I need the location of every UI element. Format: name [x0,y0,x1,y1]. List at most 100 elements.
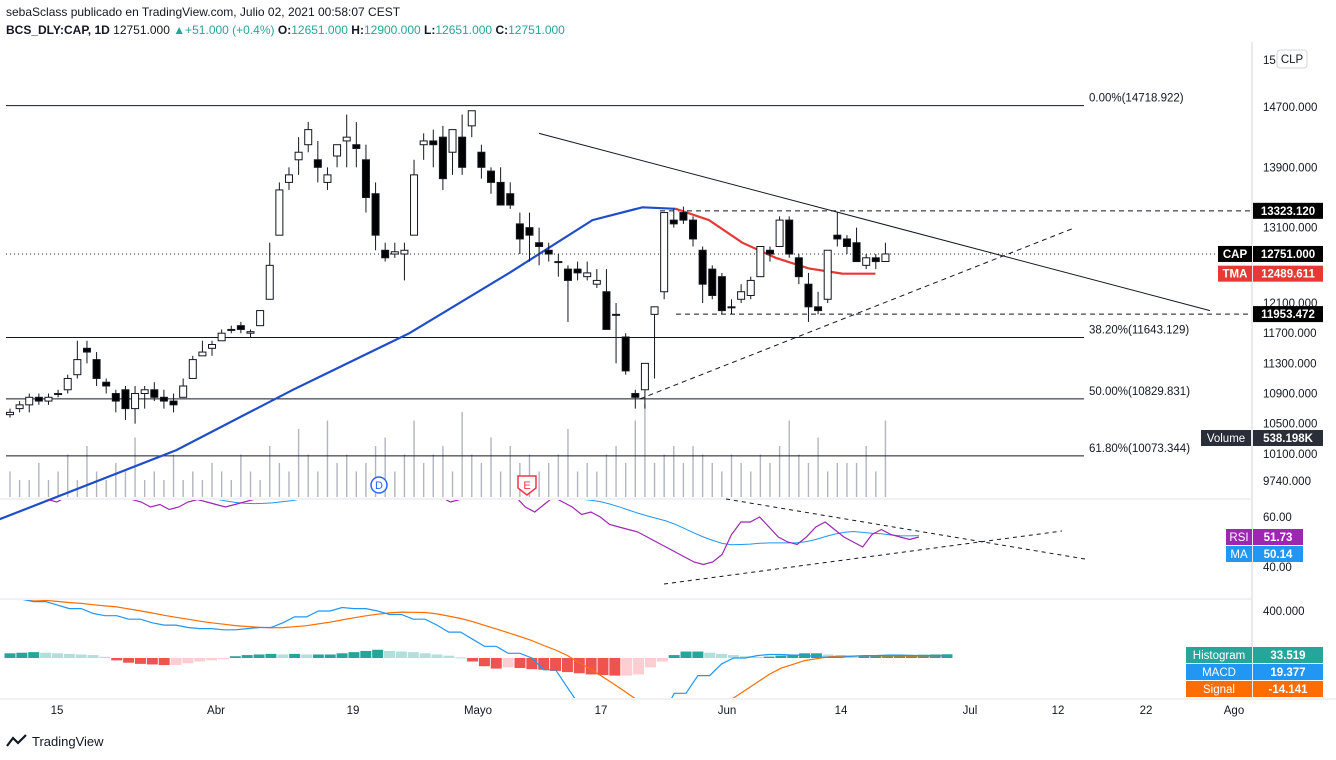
macd-histogram-bar [467,658,479,662]
candle-up [467,110,476,127]
macd-histogram-bar [253,654,265,658]
candle-down [506,193,515,206]
resistance-badge-value: 13323.120 [1261,206,1315,218]
rsi-line [18,500,920,566]
rsi-ma-badge-value: 50.14 [1264,549,1293,561]
candle-up [554,261,563,264]
macd-histogram-bar [455,657,467,659]
cap-tag [1218,245,1252,262]
candle-up [400,249,409,255]
candle-up [583,272,592,278]
rsi-ma-badge [1253,546,1303,562]
fib-level-label: 61.80%(10073.344) [1089,443,1190,455]
candle-down [82,347,91,353]
candle-up [660,212,669,293]
candle-up [25,396,34,406]
time-tick-label: 17 [595,705,608,717]
price-tick-label: 9740.000 [1263,476,1311,488]
macd-histogram-bar [40,652,52,658]
candle-up [727,306,736,309]
tma-badge [1253,265,1323,282]
macd-tag-label: MACD [1202,667,1236,679]
candle-up [63,377,72,391]
macd-histogram-bar [882,655,894,658]
macd-histogram-bar [941,654,953,658]
macd-histogram-bar [51,653,63,658]
support-badge [1253,306,1323,323]
tradingview-footer: TradingView [6,733,104,749]
time-tick-label: Abr [207,705,225,717]
candle-down [496,181,505,206]
candle-down [515,223,524,240]
macd-histogram-bar [894,655,905,658]
cap-badge [1253,245,1323,262]
macd-histogram-bar [870,655,882,658]
dividend-marker-icon [370,476,388,494]
price-tick-label: 10500.000 [1263,419,1317,431]
candle-down [698,249,707,285]
macd-histogram-bar [217,658,229,660]
macd-histogram-bar [692,651,704,658]
macd-histogram-bar [739,656,751,658]
candle-down [669,219,678,225]
candle-up [256,310,265,327]
rsi-ma-line [218,500,919,546]
publisher-line: sebaSclass publicado en TradingView.com,… [6,5,401,19]
macd-histogram-bar [787,654,799,658]
candle-down [361,159,370,198]
candle-up [284,174,293,183]
time-tick-label: Jun [718,705,737,717]
rsi-tag-label: RSI [1229,532,1248,544]
candle-up [756,245,765,278]
signal-badge [1253,681,1323,697]
macd-histogram-bar [573,658,585,674]
macd-histogram-bar [751,656,763,658]
volume-badge [1253,430,1323,446]
volume-tag-label: Volume [1207,433,1245,445]
candle-down [689,219,698,240]
candle-down [34,396,43,402]
candle-up [448,129,457,153]
macd-histogram-bar [478,658,490,667]
macd-histogram-bar [431,654,443,658]
blue-moving-average [0,206,676,521]
macd-histogram-bar [609,658,621,676]
candle-down [429,140,438,146]
candle-up [198,351,207,357]
fib-level-label: 0.00%(14718.922) [1089,93,1184,105]
candle-up [188,359,197,379]
currency-label: CLP [1281,54,1304,66]
cap-tag-label: CAP [1223,249,1248,261]
candle-up [304,129,313,146]
macd-histogram-bar [727,655,739,658]
macd-histogram-bar [123,658,135,663]
candle-down [708,268,717,297]
histogram-tag [1186,647,1252,663]
macd-histogram-bar [775,655,787,658]
signal-badge-value: -14.141 [1268,684,1308,696]
macd-badge [1253,664,1323,680]
macd-histogram-bar [75,654,87,658]
candle-up [275,189,284,236]
candle-up [131,393,140,410]
macd-badge-value: 19.377 [1270,667,1305,679]
signal-tag-label: Signal [1203,684,1235,696]
time-tick-label: 14 [835,705,848,717]
candle-down [814,306,823,312]
rsi-badge-value: 51.73 [1264,532,1293,544]
macd-histogram-bar [621,658,633,676]
price-tick-label: 15 [1263,55,1276,67]
candle-up [227,328,236,331]
macd-tick-label: 400.000 [1263,606,1305,618]
macd-histogram-bar [550,658,562,671]
macd-histogram-bar [407,652,419,658]
candle-down [794,257,803,278]
change-value: +51.000 (+0.4%) [185,23,275,37]
time-tick-label: Mayo [464,705,492,717]
candle-down [544,249,553,255]
candle-down [121,389,130,410]
candle-down [717,276,726,312]
candle-up [6,411,14,416]
macd-histogram-bar [633,658,645,675]
